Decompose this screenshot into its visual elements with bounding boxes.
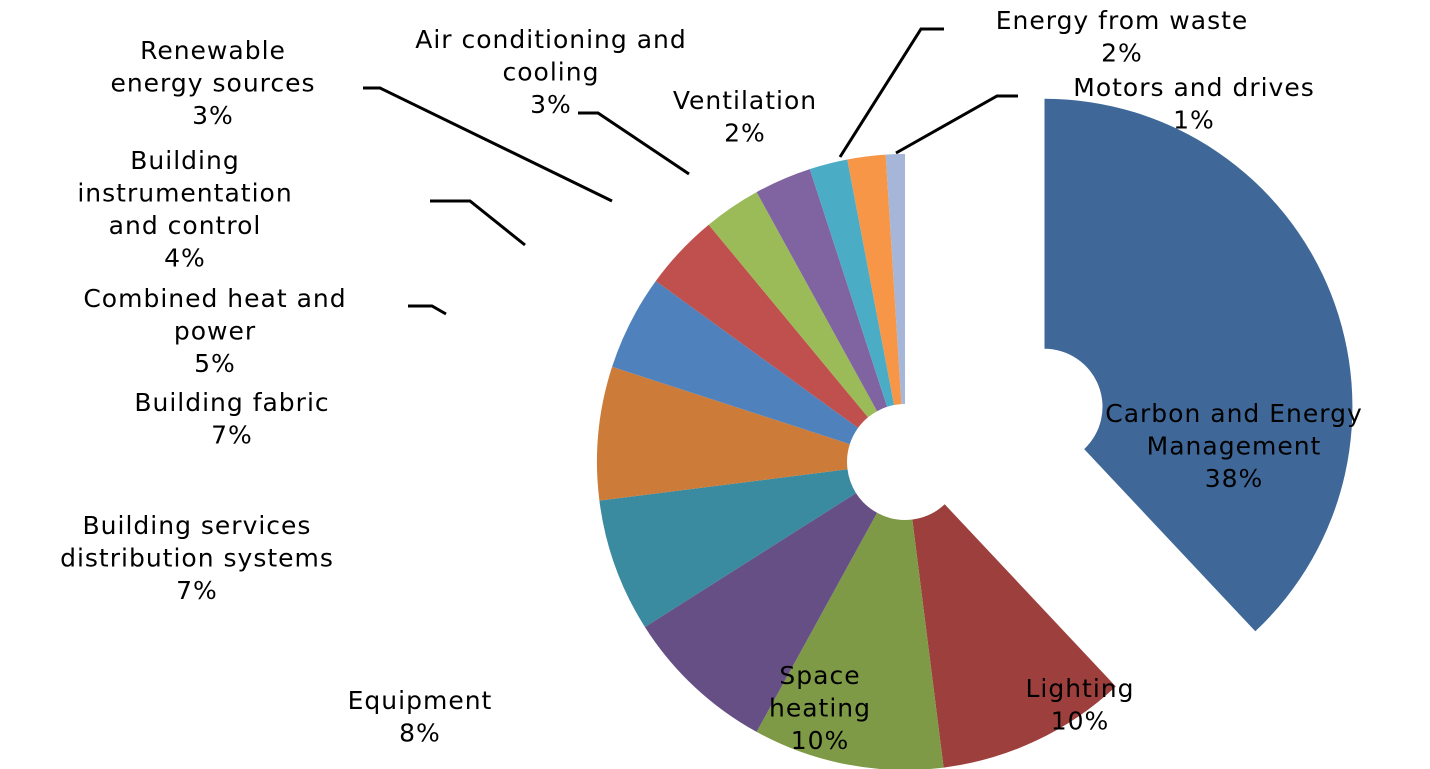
data-labels: Carbon and Energy Management 38% Lighting 10… [60,6,1363,755]
leader-line [430,199,526,247]
data-label: Building services distribution systems 7% [60,511,334,605]
data-label-line: power [174,317,256,346]
data-label-line: Carbon and Energy [1105,399,1363,428]
data-label-line: 3% [192,101,234,130]
data-label-line: 1% [1173,106,1215,135]
data-label-line: and control [109,211,262,240]
data-label-line: 4% [164,244,206,273]
leader-lines [363,27,1018,316]
pie-slice [756,512,944,769]
data-label-line: Combined heat and [83,284,346,313]
data-label-line: Building [130,146,239,175]
data-label-line: 2% [724,119,766,148]
data-label-line: 5% [194,349,236,378]
data-label: Building fabric 7% [134,388,329,450]
data-label-line: 3% [530,90,572,119]
data-label: Combined heat and power 5% [83,284,346,378]
data-label-line: Building services [83,511,312,540]
data-label-line: 7% [176,576,218,605]
pie-slice [708,192,878,418]
data-label: Motors and drives 1% [1073,73,1315,135]
pie-slice [809,159,895,407]
data-label: Space heating 10% [769,661,871,755]
data-label: Air conditioning and cooling 3% [415,25,687,119]
data-label-line: Energy from waste [996,6,1249,35]
data-label: Ventilation 2% [673,86,817,148]
data-label-line: cooling [503,58,600,87]
pie-slice [612,281,859,445]
data-label-line: 38% [1205,464,1264,493]
pie-slice [756,169,888,412]
data-label-line: instrumentation [77,179,292,208]
pie-slices [596,98,1353,769]
pie-slice [885,154,905,405]
data-label: Renewable energy sources 3% [110,36,315,130]
data-label-line: Lighting [1025,674,1134,703]
data-label-line: 7% [211,421,253,450]
data-label: Lighting 10% [1025,674,1134,736]
pie-slice [644,493,878,732]
leader-line [838,27,944,158]
data-label: Carbon and Energy Management 38% [1105,399,1363,493]
leader-line [408,304,447,316]
pie-slice [596,366,850,501]
data-label: Equipment 8% [348,686,493,748]
data-label-line: heating [769,694,871,723]
data-label-line: Ventilation [673,86,817,115]
data-label-line: Management [1147,432,1322,461]
data-label-line: Building fabric [134,388,329,417]
data-label-line: 10% [1051,707,1110,736]
leader-line [895,94,1018,155]
data-label-line: 10% [791,726,850,755]
data-label: Energy from waste 2% [996,6,1249,68]
leader-line [578,111,690,176]
data-label-line: Space [779,661,860,690]
pie-slice [847,154,902,405]
data-label-line: Equipment [348,686,493,715]
leader-line [363,86,613,203]
pie-slice [599,469,856,627]
data-label-line: energy sources [110,69,315,98]
data-label-line: Motors and drives [1073,73,1315,102]
data-label-line: distribution systems [60,544,334,573]
data-label-line: Air conditioning and [415,25,687,54]
data-label-line: 2% [1101,39,1143,68]
pie-slice [655,224,868,428]
data-label: Building instrumentation and control 4% [77,146,292,273]
data-label-line: Renewable [140,36,286,65]
data-label-line: 8% [399,719,441,748]
pie-slice [1044,98,1353,632]
pie-slice [912,504,1116,768]
